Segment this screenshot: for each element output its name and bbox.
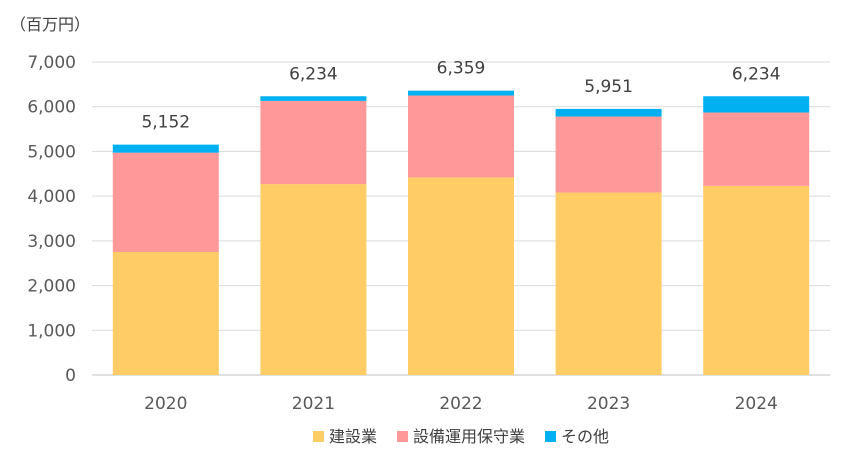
x-tick-label: 2022 — [439, 394, 482, 414]
bar-segment — [112, 152, 219, 253]
total-label: 5,152 — [141, 113, 190, 133]
legend: 建設業 設備運用保守業 その他 — [312, 427, 609, 446]
bar-segment — [408, 95, 514, 178]
legend-label: 建設業 — [329, 427, 377, 446]
bar-segment — [260, 184, 367, 375]
y-tick-label: 7,000 — [27, 53, 76, 73]
total-label: 6,234 — [732, 64, 781, 84]
x-tick-label: 2023 — [587, 394, 630, 414]
legend-label: 設備運用保守業 — [413, 427, 525, 446]
total-label: 6,359 — [437, 59, 486, 79]
bar-segment — [555, 108, 662, 117]
bar-segment — [112, 144, 219, 153]
unit-label: （百万円） — [10, 15, 90, 34]
x-tick-label: 2020 — [144, 394, 187, 414]
y-axis-ticks: 0 1,000 2,000 3,000 4,000 5,000 6,000 7,000 — [27, 53, 76, 386]
bar-segment — [703, 96, 810, 113]
legend-swatch — [396, 431, 408, 442]
total-label: 5,951 — [584, 77, 633, 97]
bar-segment — [555, 192, 662, 375]
total-labels: 5,152 6,234 6,359 5,951 6,234 — [141, 59, 780, 133]
bar-segment — [408, 90, 514, 96]
x-axis-ticks: 2020 2021 2022 2023 2024 — [144, 394, 778, 414]
x-tick-label: 2021 — [292, 394, 335, 414]
bar-segment — [408, 177, 514, 375]
total-label: 6,234 — [289, 64, 338, 84]
bar-segment — [703, 112, 810, 186]
bar-segment — [112, 252, 219, 375]
bars — [112, 90, 810, 375]
x-tick-label: 2024 — [735, 394, 778, 414]
y-tick-label: 2,000 — [27, 277, 76, 297]
legend-label: その他 — [561, 427, 609, 446]
bar-segment — [260, 96, 367, 101]
y-tick-label: 6,000 — [27, 98, 76, 118]
bar-segment — [260, 100, 367, 185]
y-tick-label: 3,000 — [27, 232, 76, 252]
legend-swatch — [545, 431, 557, 442]
y-tick-label: 4,000 — [27, 187, 76, 207]
y-tick-label: 0 — [65, 366, 76, 386]
bar-segment — [555, 116, 662, 193]
y-tick-label: 5,000 — [27, 142, 76, 162]
legend-swatch — [312, 431, 324, 442]
y-tick-label: 1,000 — [27, 321, 76, 341]
bar-segment — [703, 185, 810, 375]
